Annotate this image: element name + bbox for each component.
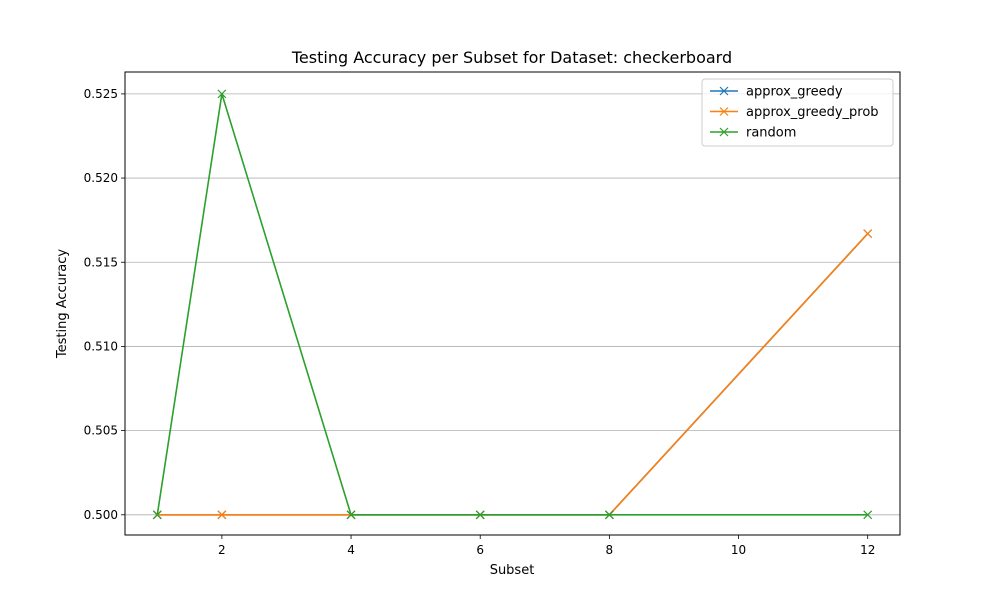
x-tick-label: 12 bbox=[860, 543, 875, 557]
x-tick-label: 6 bbox=[476, 543, 484, 557]
series-line-random bbox=[156, 93, 868, 516]
series-line-approx-greedy bbox=[157, 233, 869, 516]
x-axis: 2 4 6 8 10 12 bbox=[218, 535, 875, 557]
y-tick-label: 0.515 bbox=[84, 255, 118, 269]
x-tick-label: 8 bbox=[606, 543, 614, 557]
legend-entry-approx-greedy-prob: approx_greedy_prob bbox=[710, 105, 879, 120]
legend-label: random bbox=[746, 126, 796, 141]
data-point bbox=[863, 510, 873, 520]
data-point bbox=[604, 510, 614, 520]
y-tick-label: 0.510 bbox=[84, 339, 118, 353]
legend-marker bbox=[719, 86, 729, 96]
series-approx-greedy bbox=[152, 229, 873, 520]
series-line-approx-greedy-prob bbox=[157, 233, 869, 516]
y-tick-label: 0.525 bbox=[84, 87, 118, 101]
x-tick-label: 10 bbox=[731, 543, 746, 557]
data-point bbox=[346, 510, 356, 520]
series-random bbox=[152, 89, 873, 520]
data-point bbox=[863, 229, 873, 239]
y-axis-label: Testing Accuracy bbox=[55, 249, 70, 359]
legend-marker bbox=[719, 107, 729, 116]
legend-box bbox=[701, 78, 894, 147]
x-tick-label: 4 bbox=[347, 543, 355, 557]
chart-title: Testing Accuracy per Subset for Dataset:… bbox=[291, 48, 732, 67]
legend-marker bbox=[719, 127, 729, 137]
y-axis: 0.500 0.505 0.510 0.515 0.520 0.525 bbox=[84, 87, 125, 522]
series-layer bbox=[152, 89, 873, 520]
data-point bbox=[475, 510, 485, 520]
data-point bbox=[152, 510, 162, 520]
plot-frame bbox=[124, 71, 901, 536]
legend-label: approx_greedy bbox=[746, 85, 843, 100]
data-point bbox=[217, 89, 227, 99]
x-axis-label: Subset bbox=[490, 563, 535, 578]
series-approx-greedy-prob bbox=[152, 229, 873, 520]
data-point bbox=[217, 510, 227, 520]
y-tick-label: 0.500 bbox=[84, 508, 118, 522]
y-tick-label: 0.505 bbox=[84, 424, 118, 438]
legend-entry-approx-greedy: approx_greedy bbox=[710, 85, 843, 100]
legend-entry-random: random bbox=[710, 126, 796, 141]
x-tick-label: 2 bbox=[218, 543, 226, 557]
legend-label: approx_greedy_prob bbox=[746, 105, 879, 120]
y-tick-label: 0.520 bbox=[84, 171, 118, 185]
